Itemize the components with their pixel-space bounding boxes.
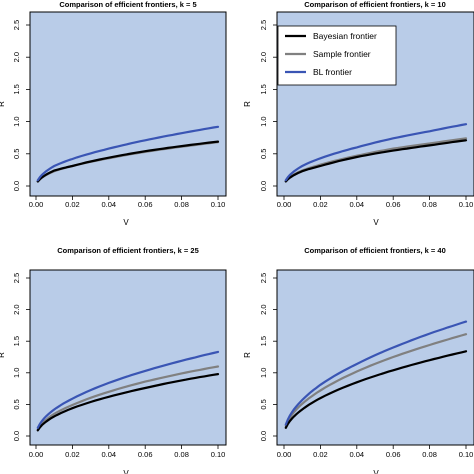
x-tick-label: 0.04 xyxy=(101,200,116,209)
series-line-bl-frontier xyxy=(36,125,220,182)
y-tick-label: 1.5 xyxy=(12,336,21,346)
x-tick-label: 0.02 xyxy=(65,200,80,209)
series-line-bayesian-frontier xyxy=(284,139,468,183)
chart-title: Comparison of efficient frontiers, k = 1… xyxy=(304,0,446,9)
x-axis-label: V xyxy=(373,218,379,227)
y-tick-label: 1.5 xyxy=(259,336,268,346)
y-tick-label: 0.5 xyxy=(259,149,268,159)
y-tick-label: 1.5 xyxy=(259,84,268,94)
y-axis-label: R xyxy=(243,101,252,107)
y-tick-label: 0.5 xyxy=(12,399,21,409)
y-tick-label: 2.0 xyxy=(259,52,268,62)
x-tick-label: 0.06 xyxy=(386,450,401,459)
x-tick-label: 0.10 xyxy=(459,450,474,459)
y-tick-label: 0.0 xyxy=(259,181,268,191)
x-tick-label: 0.04 xyxy=(349,450,364,459)
x-tick-label: 0.08 xyxy=(174,200,189,209)
x-tick-label: 0.10 xyxy=(211,200,226,209)
y-tick-label: 0.0 xyxy=(12,431,21,441)
y-tick-label: 2.5 xyxy=(259,20,268,30)
y-tick-label: 0.0 xyxy=(12,181,21,191)
series-line-bayesian-frontier xyxy=(36,373,220,432)
series-line-bl-frontier xyxy=(36,350,220,429)
series-line-sample-frontier xyxy=(284,333,468,427)
y-axis-label: R xyxy=(0,101,6,107)
y-tick-label: 0.5 xyxy=(259,399,268,409)
x-tick-label: 0.08 xyxy=(174,450,189,459)
x-tick-label: 0.06 xyxy=(138,200,153,209)
chart-panel-k40: Comparison of efficient frontiers, k = 4… xyxy=(243,246,474,474)
chart-title: Comparison of efficient frontiers, k = 2… xyxy=(57,246,199,255)
x-tick-label: 0.00 xyxy=(277,450,292,459)
chart-title: Comparison of efficient frontiers, k = 4… xyxy=(304,246,446,255)
chart-title: Comparison of efficient frontiers, k = 5 xyxy=(59,0,196,9)
y-tick-label: 0.5 xyxy=(12,149,21,159)
x-tick-label: 0.00 xyxy=(277,200,292,209)
y-tick-label: 2.0 xyxy=(12,304,21,314)
y-tick-label: 2.5 xyxy=(259,273,268,283)
y-axis-label: R xyxy=(0,352,6,358)
series-line-sample-frontier xyxy=(36,365,220,431)
chart-panel-k25: Comparison of efficient frontiers, k = 2… xyxy=(0,246,227,474)
x-tick-label: 0.06 xyxy=(386,200,401,209)
y-tick-label: 2.0 xyxy=(259,304,268,314)
y-axis-label: R xyxy=(243,352,252,358)
legend-label: BL frontier xyxy=(313,67,352,77)
series-line-bl-frontier xyxy=(284,123,468,182)
x-tick-label: 0.10 xyxy=(459,200,474,209)
x-tick-label: 0.08 xyxy=(422,450,437,459)
y-tick-label: 0.0 xyxy=(259,431,268,441)
x-tick-label: 0.02 xyxy=(65,450,80,459)
y-tick-label: 1.0 xyxy=(12,368,21,378)
x-tick-label: 0.06 xyxy=(138,450,153,459)
y-tick-label: 2.5 xyxy=(12,20,21,30)
y-tick-label: 1.0 xyxy=(12,116,21,126)
series-line-bayesian-frontier xyxy=(284,350,468,429)
x-tick-label: 0.10 xyxy=(211,450,226,459)
y-tick-label: 1.0 xyxy=(259,116,268,126)
x-tick-label: 0.08 xyxy=(422,200,437,209)
y-tick-label: 1.5 xyxy=(12,84,21,94)
x-axis-label: V xyxy=(123,469,129,474)
x-tick-label: 0.02 xyxy=(313,450,328,459)
x-tick-label: 0.04 xyxy=(101,450,116,459)
y-tick-label: 2.0 xyxy=(12,52,21,62)
series-line-bl-frontier xyxy=(284,320,468,426)
legend-label: Bayesian frontier xyxy=(313,31,377,41)
y-tick-label: 2.5 xyxy=(12,273,21,283)
series-line-bayesian-frontier xyxy=(36,140,220,183)
legend: Bayesian frontier Sample frontier BL front… xyxy=(277,25,397,86)
x-tick-label: 0.00 xyxy=(29,450,44,459)
x-tick-label: 0.04 xyxy=(349,200,364,209)
plot-area xyxy=(29,11,227,197)
x-tick-label: 0.02 xyxy=(313,200,328,209)
x-axis-label: V xyxy=(373,469,379,474)
x-tick-label: 0.00 xyxy=(29,200,44,209)
legend-label: Sample frontier xyxy=(313,49,371,59)
chart-panel-k5: Comparison of efficient frontiers, k = 5… xyxy=(0,0,227,227)
y-tick-label: 1.0 xyxy=(259,368,268,378)
x-axis-label: V xyxy=(123,218,129,227)
